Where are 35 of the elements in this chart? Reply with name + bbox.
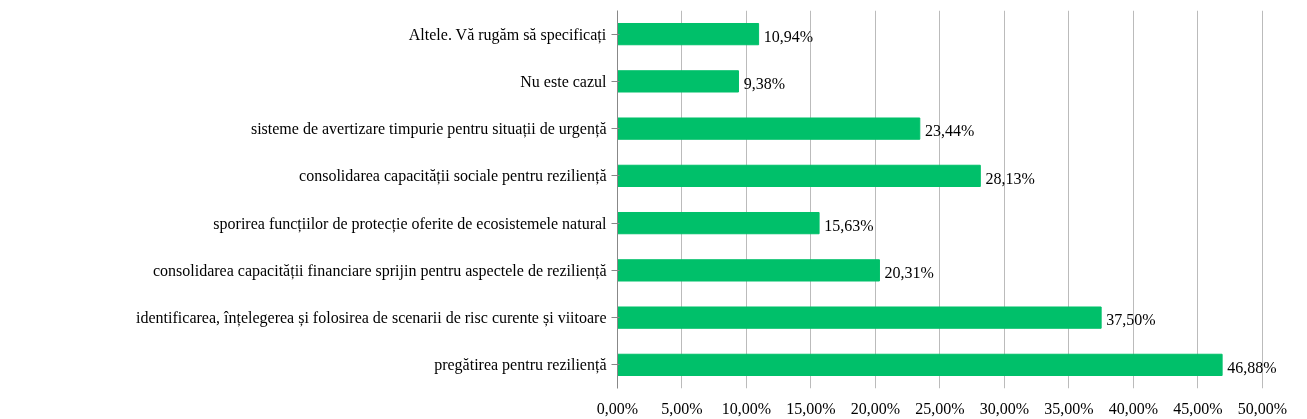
bar [617, 211, 820, 235]
data-label: 10,94% [763, 27, 814, 45]
bar [617, 353, 1223, 377]
bar [617, 259, 880, 282]
y-tick-label: sporirea funcțiilor de protecție oferite de ecosistemele natural [213, 214, 608, 233]
bar [617, 70, 739, 93]
x-tick-label: 45,00% [1173, 399, 1223, 417]
x-tick-label: 50,00% [1237, 399, 1288, 417]
x-tick-label: 15,00% [786, 399, 836, 417]
data-label: 9,38% [743, 75, 785, 93]
x-tick-label: 10,00% [721, 399, 772, 417]
y-tick-label: consolidarea capacității sociale pentru reziliență [299, 167, 607, 186]
y-tick-label: Nu este cazul [520, 72, 608, 90]
x-tick-label: 40,00% [1108, 399, 1159, 417]
y-tick-label: sisteme de avertizare timpurie pentru situații de urgență [250, 120, 607, 139]
x-tick-label: 0,00% [596, 399, 639, 417]
data-label: 28,13% [985, 169, 1035, 187]
data-label: 46,88% [1227, 358, 1277, 376]
bar [617, 164, 981, 188]
data-label: 23,44% [924, 122, 975, 140]
y-tick-label: pregătirea pentru reziliență [434, 356, 607, 375]
x-tick-label: 5,00% [661, 399, 703, 417]
y-tick-label: consolidarea capacității financiare sprijin pentru aspectele de reziliență [152, 261, 607, 280]
data-label: 20,31% [884, 264, 934, 282]
bar [617, 117, 921, 140]
x-tick-label: 20,00% [850, 399, 901, 417]
data-label: 37,50% [1106, 311, 1156, 329]
bar [617, 306, 1102, 329]
x-tick-label: 35,00% [1044, 399, 1094, 417]
data-label: 15,63% [824, 216, 874, 234]
bar [617, 22, 760, 46]
y-tick-label: Altele. Vă rugăm să specificați [408, 25, 607, 44]
y-tick-label: identificarea, înțelegerea și folosirea de scenarii de risc curente și viitoare [136, 309, 607, 328]
x-tick-label: 30,00% [979, 399, 1030, 417]
x-tick-label: 25,00% [915, 399, 965, 417]
